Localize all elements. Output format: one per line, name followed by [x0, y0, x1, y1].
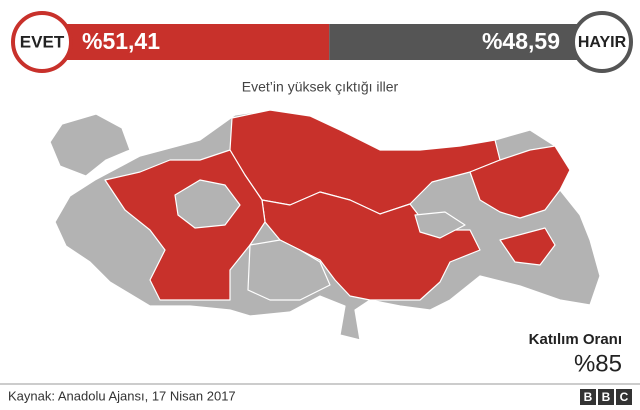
logo-box	[616, 389, 632, 405]
result-bar	[66, 24, 578, 60]
region-yes-east	[469, 145, 571, 219]
region-yes-southeast	[499, 227, 556, 266]
region-no-middle	[414, 211, 466, 239]
logo-box	[580, 389, 596, 405]
yes-badge	[11, 11, 73, 73]
turnout-value: %85	[574, 350, 622, 377]
region-no-south	[247, 239, 331, 301]
no-label: HAYIR	[578, 34, 627, 51]
bbc-logo: B B C	[580, 389, 632, 405]
turnout-label: Katılım Oranı	[529, 331, 622, 348]
logo-letter: B	[584, 390, 593, 404]
yes-bar	[66, 24, 330, 60]
region-no-central	[174, 179, 241, 229]
no-badge	[571, 11, 633, 73]
no-value: %48,59	[482, 28, 560, 54]
yes-label: EVET	[20, 32, 65, 51]
no-bar	[329, 24, 578, 60]
region-thrace	[49, 113, 131, 177]
logo-letter: C	[620, 390, 629, 404]
logo-letter: B	[602, 390, 611, 404]
source: Kaynak: Anadolu Ajansı, 17 Nisan 2017	[8, 388, 236, 403]
yes-value: %51,41	[82, 28, 160, 54]
logo-box	[598, 389, 614, 405]
map	[49, 109, 601, 341]
map-title: Evet’in yüksek çıktığı iller	[242, 79, 399, 95]
